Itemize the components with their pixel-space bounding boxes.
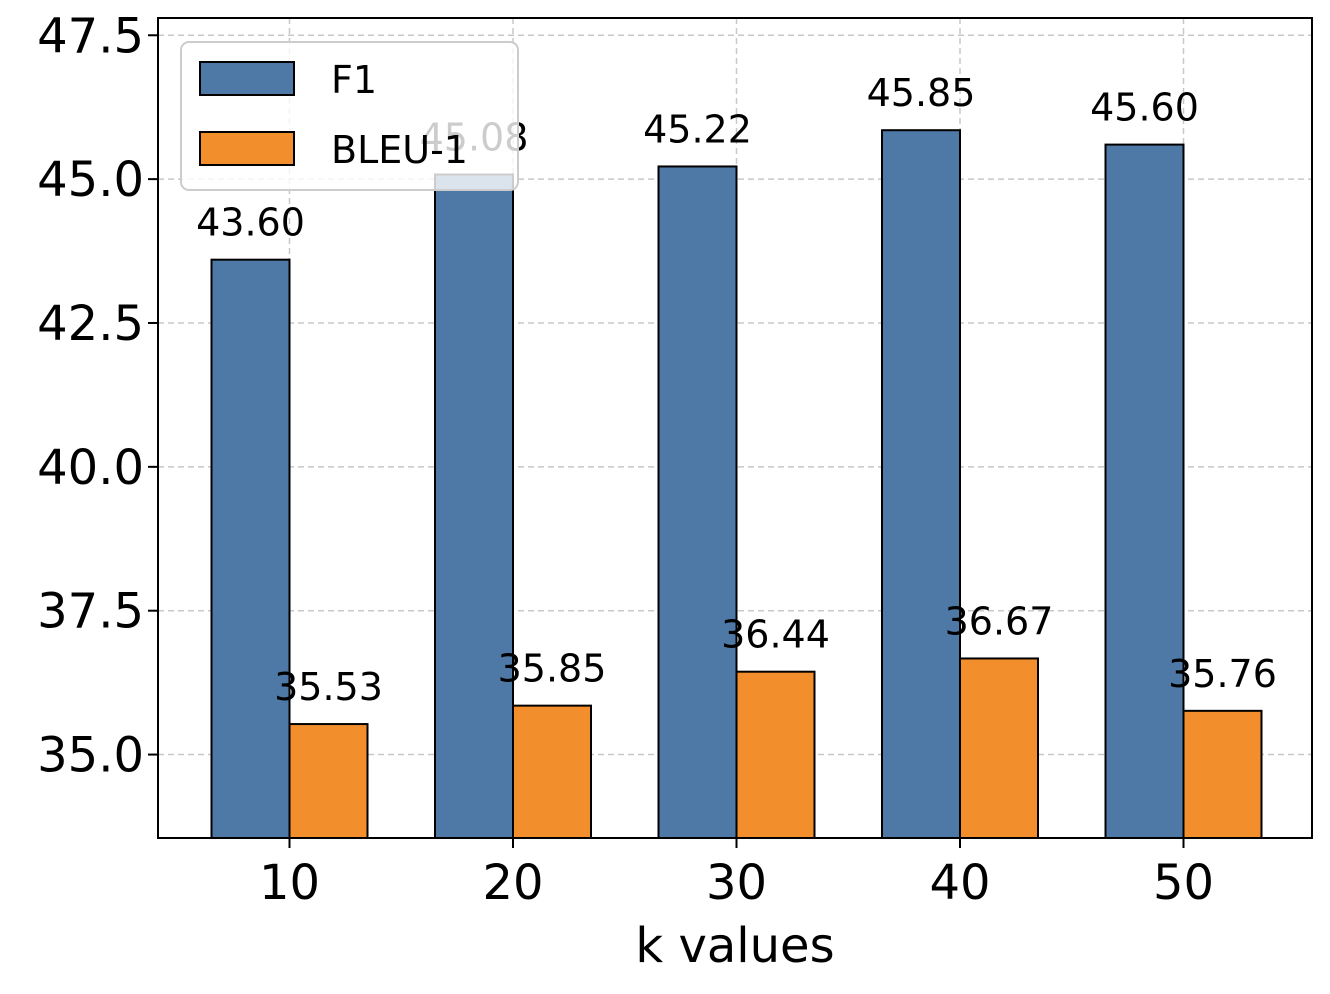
bar	[1104, 143, 1185, 839]
bar-value-label: 35.85	[498, 647, 607, 691]
bar	[657, 165, 738, 840]
bar-value-label: 45.22	[643, 107, 752, 151]
bar-value-label: 35.76	[1168, 652, 1277, 696]
bar-value-label: 45.60	[1090, 86, 1199, 130]
bar	[1182, 709, 1263, 839]
y-tick-label: 42.5	[37, 296, 144, 352]
bar	[210, 258, 291, 839]
legend-swatch	[199, 131, 295, 166]
y-tick-label: 35.0	[37, 728, 144, 784]
x-tick-label: 20	[482, 855, 543, 911]
legend-label: BLEU-1	[331, 128, 468, 172]
x-tick-label: 30	[706, 855, 767, 911]
bar-value-label: 43.60	[196, 201, 305, 245]
y-tick-label: 47.5	[37, 8, 144, 64]
legend: F1 BLEU-1	[180, 41, 519, 191]
bar-value-label: 36.67	[945, 599, 1054, 643]
x-tick-label: 50	[1153, 855, 1214, 911]
x-tick-label: 40	[929, 855, 990, 911]
axes: 35.0 37.5 40.0 42.5 45.0 47.5 10 20 30 40 50	[37, 8, 1214, 911]
plot-frame	[157, 17, 1313, 839]
x-axis-title: k values	[635, 918, 834, 974]
bar	[881, 129, 961, 840]
bar	[735, 670, 816, 839]
bar	[288, 723, 369, 840]
bar	[434, 173, 514, 840]
y-tick-label: 37.5	[37, 584, 144, 640]
bar-value-label: 45.85	[867, 71, 976, 115]
x-tick-label: 10	[259, 855, 320, 911]
legend-swatch	[199, 61, 295, 96]
legend-label: F1	[331, 58, 377, 102]
bars	[210, 129, 1263, 840]
bar-value-label: 36.44	[721, 613, 830, 657]
bar-value-label: 35.53	[274, 665, 383, 709]
bar	[959, 657, 1039, 839]
y-tick-label: 40.0	[37, 440, 144, 496]
y-tick-label: 45.0	[37, 152, 144, 208]
bar	[512, 704, 592, 839]
